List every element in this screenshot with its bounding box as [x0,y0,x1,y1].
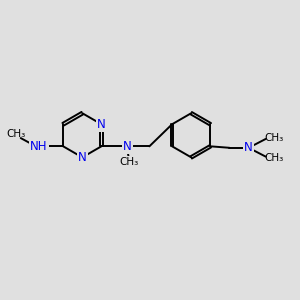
Text: N: N [97,118,106,131]
Text: N: N [123,140,132,153]
Text: CH₃: CH₃ [7,129,26,139]
Text: NH: NH [30,140,48,153]
Text: N: N [244,141,253,154]
Text: CH₃: CH₃ [264,133,284,143]
Text: CH₃: CH₃ [119,157,138,167]
Text: N: N [78,151,87,164]
Text: CH₃: CH₃ [264,153,284,163]
